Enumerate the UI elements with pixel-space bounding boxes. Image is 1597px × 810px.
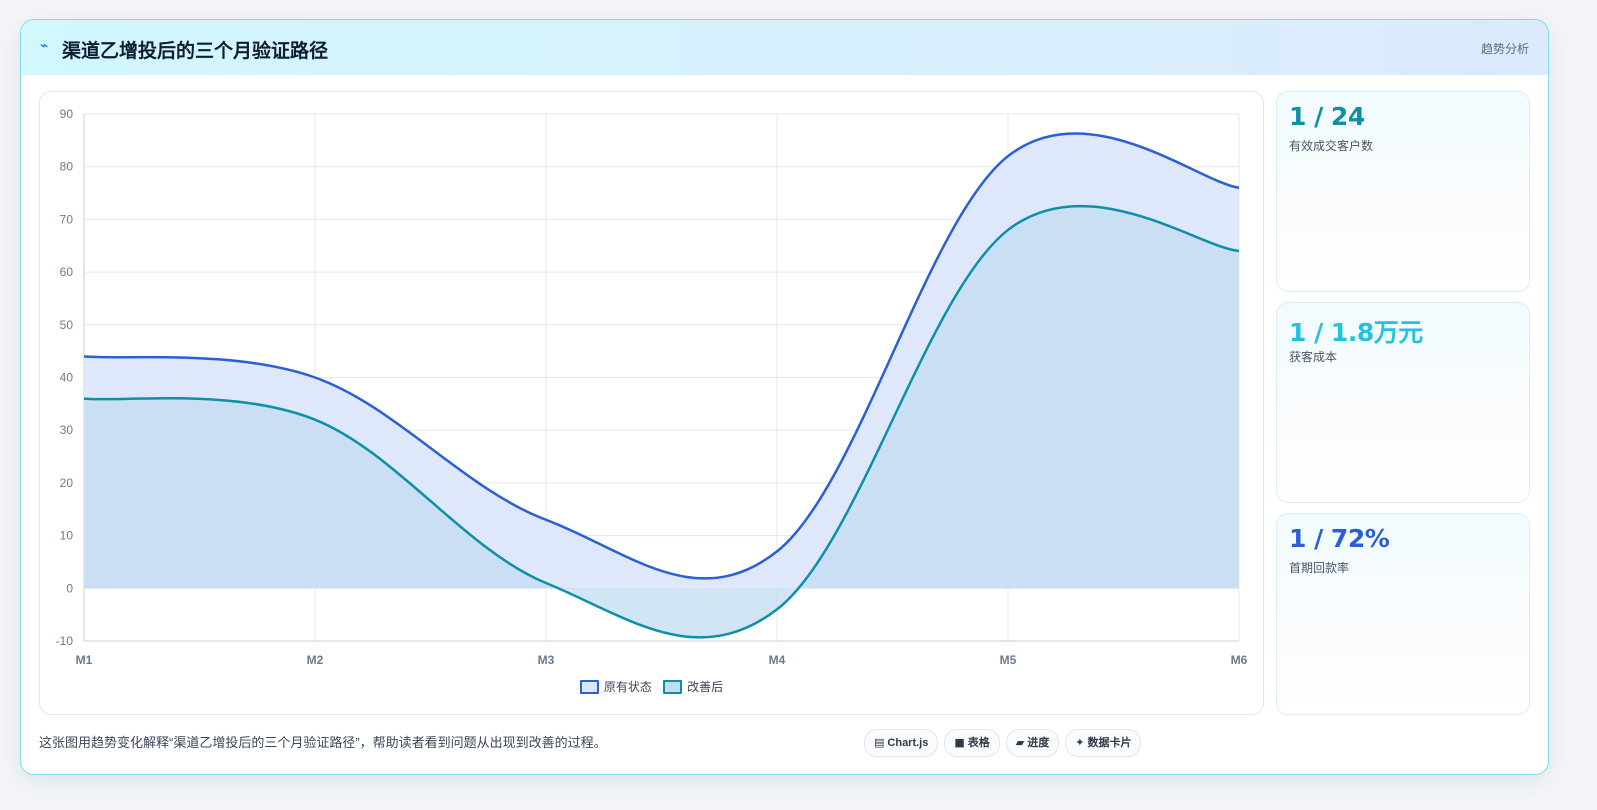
page-title: 渠道乙增投后的三个月验证路径 <box>62 41 329 62</box>
pill-label: 数据卡片 <box>1087 737 1132 749</box>
y-tick-label: -10 <box>56 634 74 648</box>
sparkle-icon: ✦ <box>1075 736 1085 749</box>
chart-icon: ▤ <box>874 736 885 749</box>
kpi-label: 有效成交客户数 <box>1289 139 1374 153</box>
x-tick-label: M5 <box>1000 653 1017 667</box>
y-tick-label: 70 <box>60 212 74 226</box>
x-tick-label: M4 <box>769 653 786 667</box>
kpi-label: 首期回款率 <box>1289 561 1350 575</box>
y-tick-label: 60 <box>60 265 74 279</box>
pill-label: 进度 <box>1027 737 1050 749</box>
series-area-1 <box>84 206 1239 638</box>
series-line-1 <box>83 204 1240 639</box>
y-tick-label: 50 <box>60 318 74 332</box>
y-tick-label: 90 <box>60 107 74 121</box>
pill-chartjs[interactable]: ▤ Chart.js <box>864 729 939 757</box>
y-tick-label: 40 <box>60 371 74 385</box>
pill-progress[interactable]: ▰ 进度 <box>1005 729 1060 757</box>
x-tick-label: M6 <box>1231 653 1248 667</box>
chart-caption: 这张图用趋势变化解释“渠道乙增投后的三个月验证路径”，帮助读者看到问题从出现到改… <box>39 735 607 750</box>
kpi-card-cost: 1 / 1.8万元 获客成本 <box>1276 302 1530 503</box>
pill-label: Chart.js <box>887 737 929 749</box>
legend-swatch <box>579 679 599 694</box>
legend-item-series-1[interactable]: 改善后 <box>663 678 723 695</box>
legend-label: 原有状态 <box>603 680 652 694</box>
header-tag: 趋势分析 <box>1480 42 1529 56</box>
pill-data-cards[interactable]: ✦ 数据卡片 <box>1065 729 1142 757</box>
view-pills: ▤ Chart.js ■ 表格 ▰ 进度 ✦ 数据卡片 <box>864 729 1147 757</box>
x-tick-label: M2 <box>307 653 324 667</box>
chart-panel: 90 80 70 60 50 40 30 20 10 0 -10 M1 M2 M3 M4 M5 M6 原有状态 … <box>39 91 1264 715</box>
y-tick-label: 0 <box>66 581 73 595</box>
chart-legend: 原有状态 改善后 <box>40 678 1263 695</box>
pill-label: 表格 <box>967 737 990 749</box>
kpi-card-repayment: 1 / 72% 首期回款率 <box>1276 513 1530 715</box>
kpi-value: 1 / 72% <box>1289 524 1390 553</box>
card-header: ⌁ 渠道乙增投后的三个月验证路径 趋势分析 <box>21 20 1548 75</box>
kpi-value: 1 / 24 <box>1289 102 1365 131</box>
kpi-card-customers: 1 / 24 有效成交客户数 <box>1276 91 1530 292</box>
x-tick-label: M3 <box>538 653 555 667</box>
progress-icon: ▰ <box>1015 736 1025 749</box>
trend-icon: ⌁ <box>40 38 49 54</box>
legend-label: 改善后 <box>687 680 724 694</box>
y-tick-label: 10 <box>60 529 74 543</box>
y-tick-label: 30 <box>60 423 74 437</box>
legend-item-series-0[interactable]: 原有状态 <box>579 678 652 695</box>
kpi-value: 1 / 1.8万元 <box>1289 318 1423 347</box>
table-icon: ■ <box>954 736 965 749</box>
series-line-0 <box>83 132 1240 580</box>
kpi-label: 获客成本 <box>1289 350 1338 364</box>
y-tick-label: 20 <box>60 476 74 490</box>
chart-card: ⌁ 渠道乙增投后的三个月验证路径 趋势分析 90 80 70 60 50 40 30 20 10… <box>20 19 1549 775</box>
y-tick-label: 80 <box>60 160 74 174</box>
x-tick-label: M1 <box>76 653 93 667</box>
legend-swatch <box>663 679 683 694</box>
pill-table[interactable]: ■ 表格 <box>944 729 1000 757</box>
